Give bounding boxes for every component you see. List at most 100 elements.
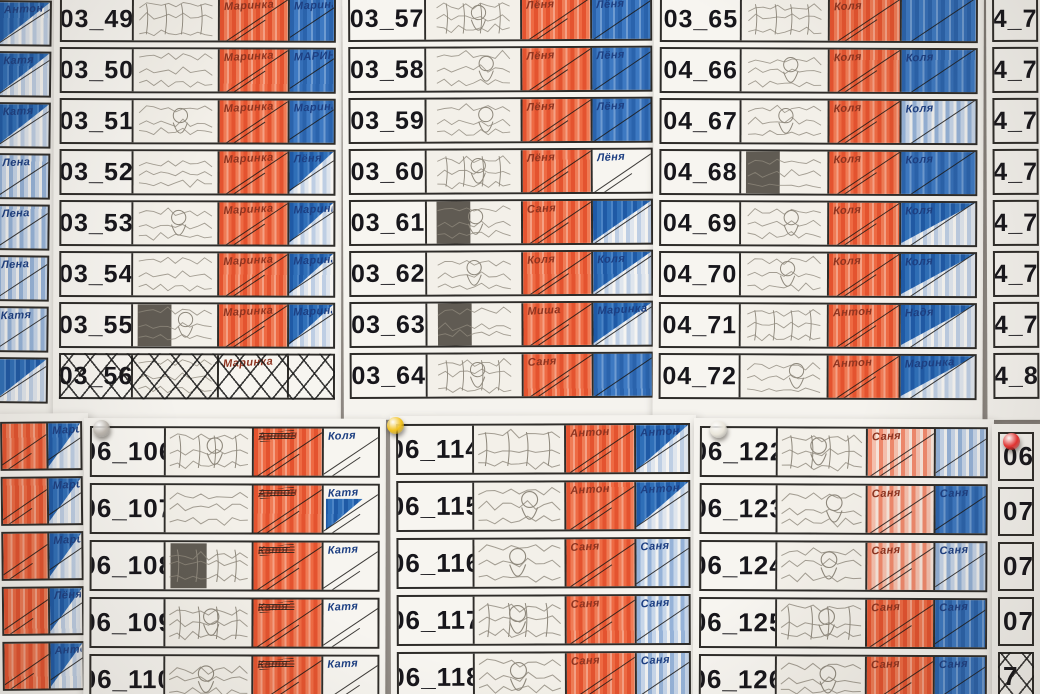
storyboard-thumbnail	[474, 653, 567, 694]
storyboard-thumbnail	[133, 0, 220, 41]
red-pushpin	[1003, 433, 1020, 450]
shot-row: Лена	[0, 255, 50, 302]
cross-out-mark	[58, 353, 336, 400]
storyboard-thumbnail	[741, 0, 830, 41]
diagonal-mark	[935, 437, 986, 474]
shot-id-cell: 04_80	[995, 355, 1037, 397]
shot-row: 04_75	[992, 97, 1039, 144]
assignee-name: Саня	[871, 429, 902, 444]
assignee-name: Лена	[2, 156, 31, 170]
shot-id-cell: 03_50	[61, 49, 134, 92]
status-cell-blue: Катя	[323, 542, 378, 590]
status-cell-orange: Саня	[867, 599, 936, 648]
shot-row: 04_79	[993, 301, 1040, 348]
assignee-name: Антон	[639, 482, 681, 497]
storyboard-thumbnail	[426, 48, 523, 91]
assignee-name: Маринка	[293, 202, 333, 217]
shot-id-cell: 07_1	[1000, 489, 1032, 534]
storyboard-thumbnail	[165, 428, 254, 476]
status-cell-orange: Коля	[829, 0, 902, 41]
status-cell-orange: Коля	[829, 49, 902, 92]
assignee-name: Катя	[327, 657, 359, 671]
storyboard-thumbnail	[776, 656, 867, 694]
shot-id-cell: 04_70	[660, 253, 742, 296]
storyboard-thumbnail	[474, 482, 567, 530]
shot-id-cell: 06_116	[398, 539, 475, 587]
shot-id: 03_65	[663, 4, 739, 33]
assignee-name: Марина	[51, 423, 80, 438]
shot-row: 06_124 Саня Саня	[699, 540, 988, 593]
status-cell-blue: Саня	[636, 538, 689, 587]
shot-row: 04_77	[992, 199, 1039, 246]
assignee-name: Коля	[905, 153, 934, 167]
storyboard-thumbnail	[474, 596, 567, 644]
status-cell-orange: Миша	[523, 302, 594, 346]
shot-id: 03_51	[61, 106, 134, 135]
shot-id: 06_107	[91, 492, 166, 524]
shot-row: Марина	[0, 421, 83, 471]
assignee-name: Антон	[832, 305, 873, 320]
status-cell-orange: Лёня	[522, 0, 593, 40]
shot-id-cell: 06_124	[701, 542, 778, 590]
assignee-name: Коля	[596, 252, 626, 267]
status-cell-blue: Марина	[48, 423, 81, 469]
shot-row: Антон	[2, 641, 85, 691]
shot-row: 03_53 Маринка Маринка	[59, 200, 336, 247]
assignee-name: Коля	[832, 254, 862, 269]
status-cell-blue: Саня	[934, 657, 985, 694]
assignee-name: Маринка	[223, 100, 275, 116]
shot-row: 04_80	[993, 352, 1040, 399]
storyboard-thumbnail	[426, 201, 524, 244]
shot-id: 06_123	[701, 492, 778, 524]
shot-row: 04_73	[992, 0, 1039, 42]
production-sheet: Марина Маринка Маринка Лёня Мио Антон	[0, 413, 92, 694]
status-cell-orange: Маринка	[219, 202, 290, 245]
diagonal-mark	[4, 652, 51, 686]
shot-row: 03_56Маринка	[58, 353, 336, 400]
status-cell-blue	[0, 359, 47, 402]
storyboard-thumbnail	[427, 354, 524, 397]
shot-id: 04_70	[662, 259, 738, 288]
shot-id-cell: 04_73	[994, 0, 1036, 40]
status-cell-blue: Катя	[323, 485, 378, 533]
storyboard-thumbnail	[741, 202, 830, 245]
shot-row: 03_55 Маринка Марина	[59, 302, 336, 349]
assignee-name: Марина	[293, 100, 333, 115]
assignee-name: Саня	[871, 486, 902, 501]
shot-id-cell: 03_51	[61, 100, 134, 143]
status-cell-blue: Лёня	[592, 98, 651, 141]
storyboard-thumbnail	[427, 303, 524, 346]
status-cell-orange: Маринка	[219, 100, 290, 143]
status-cell-blue	[593, 353, 652, 396]
shot-id: 06_108	[91, 549, 166, 581]
shot-row: Лёня Мио	[1, 586, 85, 636]
status-cell-blue	[935, 429, 986, 477]
assignee-name: Саня	[871, 543, 901, 558]
assignee-name: Катя	[327, 543, 359, 557]
assignee-name: Маринка	[597, 302, 648, 318]
assignee-name: Маринка	[223, 151, 274, 167]
assignee-name: Саня	[939, 543, 969, 558]
shot-id-cell: 06_123	[701, 485, 778, 533]
assignee-name: Саня	[570, 540, 600, 555]
assignee-name: Лёня	[595, 0, 625, 12]
status-cell-orange: Саня	[522, 200, 594, 244]
assignee-name: Саня	[939, 486, 970, 501]
status-cell-blue: Марина	[289, 304, 334, 347]
diagonal-mark	[2, 432, 48, 466]
shot-id: 04_69	[662, 208, 738, 237]
assignee-name: Антон	[569, 425, 610, 441]
shot-id: 06_126	[700, 663, 777, 694]
storyboard-thumbnail	[165, 485, 254, 533]
shot-row: 06_122 Саня	[699, 426, 988, 479]
shot-id: 04_72	[662, 361, 737, 390]
storyboard-thumbnail	[133, 202, 220, 245]
shot-row: 06_118 Саня Саня	[396, 650, 691, 694]
shot-row: 03_61 Саня	[348, 198, 654, 246]
assignee-name: Антон	[639, 425, 680, 440]
production-sheet: 06_114 Антон Антон 06_115 Антон Антон 06_116 Са…	[390, 414, 698, 694]
status-cell-orange	[2, 423, 49, 469]
diagonal-mark	[2, 487, 49, 521]
shot-row: 03_63 Миша Маринка	[349, 300, 654, 348]
shot-id: 06_124	[701, 549, 778, 581]
